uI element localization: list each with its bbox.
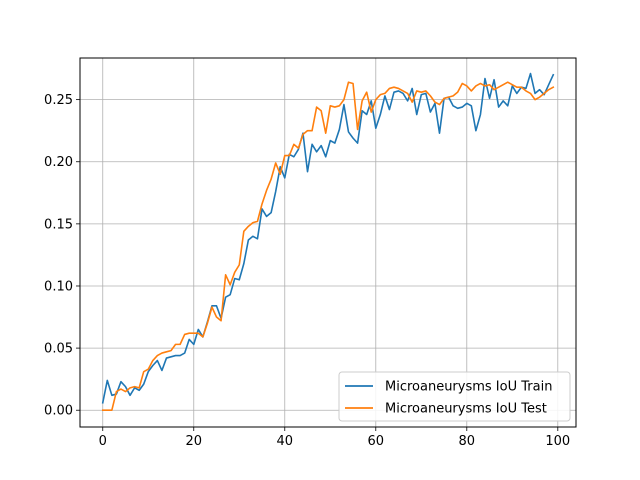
series-line-test bbox=[101, 81, 555, 412]
x-tick-label: 100 bbox=[545, 434, 570, 449]
y-tick-label: 0.10 bbox=[44, 279, 73, 294]
y-tick-label: 0.20 bbox=[44, 155, 73, 170]
x-tick-label: 0 bbox=[99, 434, 107, 449]
x-tick-label: 60 bbox=[368, 434, 385, 449]
plot-frame bbox=[79, 57, 577, 428]
x-tick-label: 20 bbox=[185, 434, 202, 449]
legend-label: Microaneurysms IoU Train bbox=[385, 380, 552, 395]
legend: Microaneurysms IoU Train Microaneurysms I… bbox=[338, 371, 571, 422]
series-line-train bbox=[101, 72, 555, 404]
legend-label: Microaneurysms IoU Test bbox=[385, 402, 547, 417]
x-tick-label: 80 bbox=[459, 434, 476, 449]
legend-box bbox=[338, 371, 571, 422]
y-tick-label: 0.15 bbox=[44, 217, 73, 232]
y-tick-label: 0.00 bbox=[44, 404, 73, 419]
x-axis: 0 20 40 60 80 100 bbox=[99, 427, 570, 449]
y-axis: 0.00 0.05 0.10 0.15 0.20 0.25 bbox=[44, 93, 80, 419]
y-tick-label: 0.25 bbox=[44, 93, 73, 108]
grid-lines bbox=[80, 58, 576, 427]
y-tick-label: 0.05 bbox=[44, 342, 73, 357]
x-tick-label: 40 bbox=[276, 434, 293, 449]
series-layer bbox=[101, 72, 555, 412]
